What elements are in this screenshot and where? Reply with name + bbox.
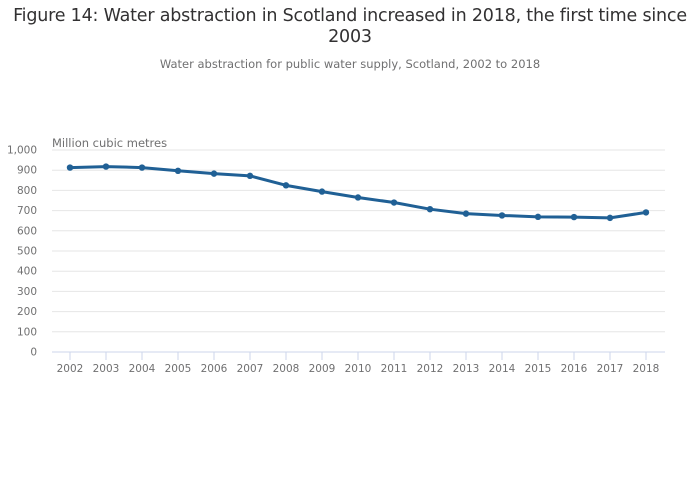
x-tick-label: 2004: [129, 363, 156, 375]
data-point[interactable]: [390, 199, 398, 206]
x-tick-label: 2017: [597, 363, 624, 375]
data-point[interactable]: [66, 164, 74, 171]
data-point[interactable]: [282, 182, 290, 189]
chart-title: Figure 14: Water abstraction in Scotland…: [13, 6, 687, 47]
y-tick-label: 0: [30, 347, 37, 359]
x-tick-label: 2003: [93, 363, 120, 375]
data-point[interactable]: [606, 214, 614, 222]
chart-subtitle: Water abstraction for public water suppl…: [159, 57, 541, 71]
y-tick-label: 700: [17, 205, 37, 217]
x-tick-label: 2009: [309, 363, 336, 375]
y-tick-label: 500: [17, 246, 37, 258]
y-tick-label: 400: [17, 266, 37, 278]
x-tick-label: 2018: [633, 363, 660, 375]
data-point[interactable]: [138, 164, 146, 171]
data-point[interactable]: [570, 213, 578, 221]
y-tick-label: 900: [17, 165, 37, 177]
y-tick-label: 300: [17, 286, 37, 298]
x-tick-label: 2002: [57, 363, 84, 375]
x-tick-label: 2007: [237, 363, 264, 375]
x-tick-label: 2014: [489, 363, 516, 375]
x-axis: 2002 2003 2004 2005 2006 2007 2008 2009 2010 2011…: [52, 351, 665, 375]
y-tick-label: 200: [17, 306, 37, 318]
data-point[interactable]: [210, 170, 218, 177]
x-tick-label: 2015: [525, 363, 552, 375]
data-point[interactable]: [642, 209, 650, 216]
y-axis-ticks: 0 100 200 300 400 500 600 700 800 900 1,000: [7, 145, 37, 359]
data-point[interactable]: [534, 213, 542, 221]
data-point[interactable]: [498, 212, 506, 219]
data-point[interactable]: [462, 210, 470, 217]
series-group: [66, 163, 650, 222]
data-point[interactable]: [318, 188, 326, 195]
data-point[interactable]: [426, 205, 434, 213]
x-tick-label: 2013: [453, 363, 480, 375]
data-point[interactable]: [102, 163, 110, 170]
y-tick-label: 100: [17, 326, 37, 338]
data-point[interactable]: [246, 172, 254, 180]
y-tick-label: 600: [17, 225, 37, 237]
y-axis-label: Million cubic metres: [52, 136, 167, 150]
y-tick-label: 800: [17, 185, 37, 197]
x-tick-label: 2016: [561, 363, 588, 375]
gridlines: [52, 149, 665, 333]
x-tick-label: 2010: [345, 363, 372, 375]
x-tick-label: 2008: [273, 363, 300, 375]
y-tick-label: 1,000: [7, 145, 37, 157]
data-point[interactable]: [174, 167, 182, 175]
data-point[interactable]: [354, 194, 362, 201]
x-tick-label: 2011: [381, 363, 408, 375]
x-tick-label: 2012: [417, 363, 444, 375]
x-tick-label: 2006: [201, 363, 228, 375]
x-tick-label: 2005: [165, 363, 192, 375]
